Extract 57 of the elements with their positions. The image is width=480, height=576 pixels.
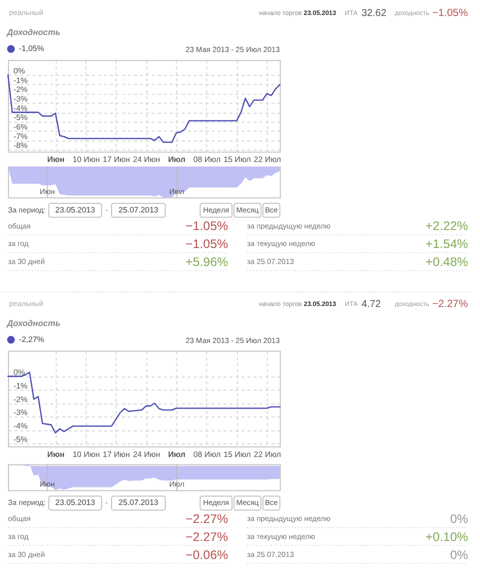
y-tick-label: -7% bbox=[13, 132, 28, 141]
text: −1.05% bbox=[432, 8, 468, 20]
text: +1.54% bbox=[426, 237, 468, 252]
text: +2.22% bbox=[426, 219, 468, 234]
text: +0.48% bbox=[426, 255, 468, 270]
y-tick-label: -1% bbox=[13, 381, 28, 390]
text: - bbox=[105, 498, 108, 508]
y-tick-label: -4% bbox=[13, 104, 28, 113]
text: 23.05.2013 bbox=[55, 205, 96, 214]
text: 25.07.2013 bbox=[118, 205, 159, 214]
text: −0.06% bbox=[186, 548, 228, 562]
x-tick-label: 17 Июн bbox=[102, 155, 130, 164]
y-tick-label: -3% bbox=[13, 408, 28, 418]
text: 0% bbox=[450, 512, 468, 526]
text: −2.27% bbox=[432, 298, 468, 310]
text: - bbox=[105, 205, 108, 214]
x-tick-label: Июл bbox=[168, 155, 186, 164]
text: 25.07.2013 bbox=[118, 498, 159, 508]
text: 32.62 bbox=[361, 8, 387, 20]
legend-label: -1,05% bbox=[18, 44, 44, 53]
y-tick-label: -5% bbox=[13, 113, 28, 122]
text: −2.27% bbox=[186, 512, 228, 526]
x-tick-label: 17 Июн bbox=[102, 450, 130, 459]
text: 23.05.2013 bbox=[55, 498, 96, 508]
x-tick-label: Июн bbox=[47, 155, 65, 164]
text: −1.05% bbox=[186, 237, 228, 252]
x-tick-label: 10 Июн bbox=[72, 450, 100, 459]
text: 0% bbox=[450, 548, 468, 562]
y-tick-label: -6% bbox=[13, 122, 28, 132]
x-tick-label: 22 Июл bbox=[254, 450, 282, 459]
x-tick-label: 15 Июл bbox=[224, 450, 252, 459]
text: +5.96% bbox=[186, 255, 228, 270]
y-tick-label: -2% bbox=[13, 394, 28, 404]
x-tick-label: 15 Июл bbox=[224, 155, 252, 164]
x-tick-label: 08 Июл bbox=[193, 450, 221, 459]
y-tick-label: -8% bbox=[13, 141, 28, 150]
text: −1.05% bbox=[186, 219, 228, 234]
y-tick-label: 0% bbox=[13, 368, 25, 377]
text: +0.10% bbox=[426, 530, 468, 544]
y-tick-label: -5% bbox=[13, 435, 28, 444]
y-tick-label: -1% bbox=[13, 76, 28, 85]
x-tick-label: 24 Июн bbox=[132, 155, 160, 164]
text: 4.72 bbox=[361, 298, 382, 310]
y-tick-label: -3% bbox=[13, 94, 28, 104]
x-tick-label: 10 Июн bbox=[72, 155, 100, 164]
x-tick-label: Июн bbox=[47, 450, 65, 459]
legend-label: -2,27% bbox=[18, 334, 44, 344]
x-tick-label: 08 Июл bbox=[193, 155, 221, 164]
x-tick-label: Июл bbox=[168, 450, 186, 459]
y-tick-label: 0% bbox=[13, 66, 25, 76]
x-tick-label: 22 Июл bbox=[254, 155, 282, 164]
x-tick-label: 24 Июн bbox=[132, 450, 160, 459]
y-tick-label: -2% bbox=[13, 85, 28, 94]
text: −2.27% bbox=[186, 530, 228, 544]
chart-title: Доходность bbox=[6, 27, 60, 38]
y-tick-label: -4% bbox=[13, 422, 28, 431]
chart-title: Доходность bbox=[6, 318, 60, 328]
